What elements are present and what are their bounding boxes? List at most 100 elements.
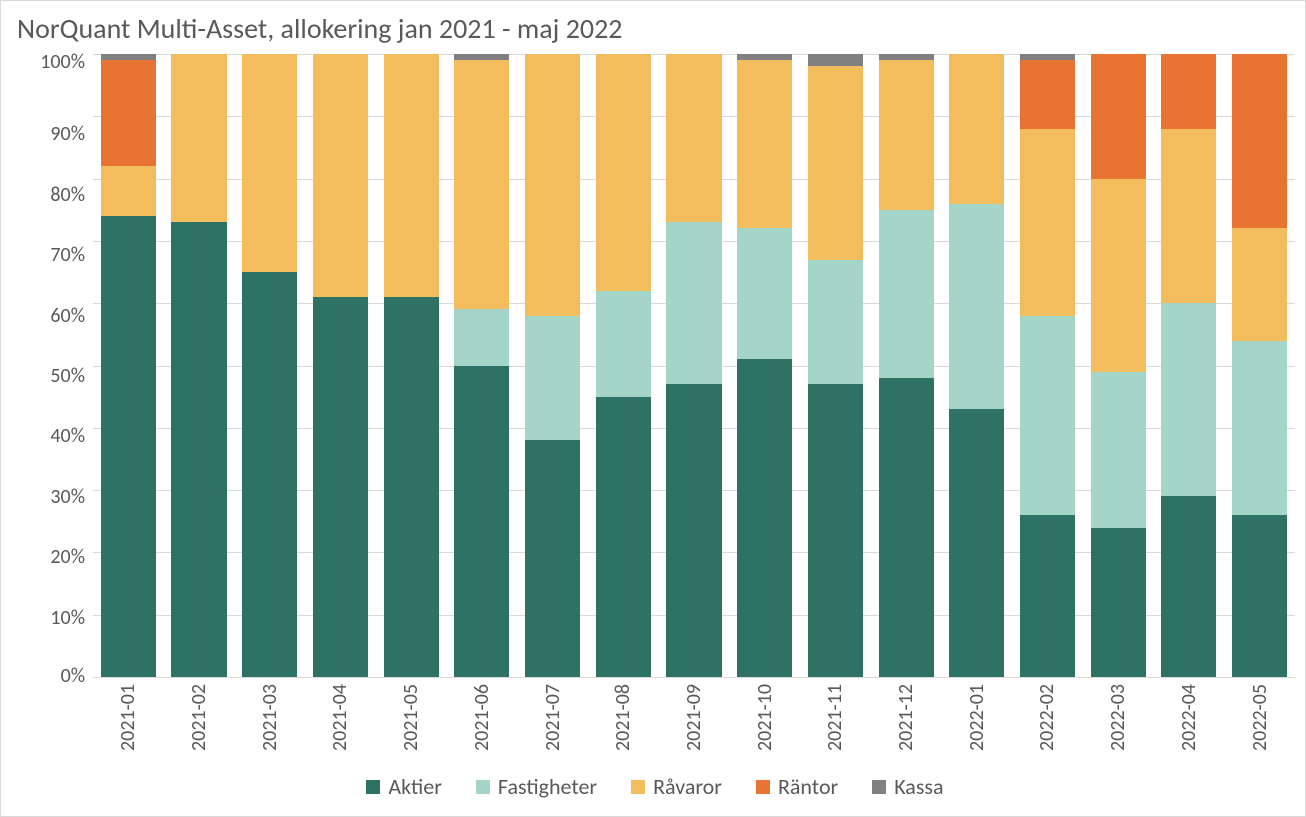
bar-segment-ravaror [666, 54, 721, 222]
bar-slot [234, 54, 305, 677]
chart-title: NorQuant Multi-Asset, allokering jan 202… [17, 11, 1295, 46]
bar-segment-aktier [737, 359, 792, 677]
legend-swatch [872, 780, 886, 794]
bar-segment-aktier [242, 272, 297, 677]
bar-segment-ravaror [949, 54, 1004, 204]
chart-container: NorQuant Multi-Asset, allokering jan 202… [0, 0, 1306, 817]
bar-segment-fastigheter [596, 291, 651, 397]
x-tick-label: 2022-05 [1224, 684, 1295, 751]
bar-slot [729, 54, 800, 677]
bar-segment-aktier [596, 397, 651, 677]
bar-segment-aktier [666, 384, 721, 677]
y-tick-label: 90% [50, 124, 85, 144]
bar-segment-fastigheter [1020, 316, 1075, 515]
bar-segment-aktier [384, 297, 439, 677]
bar-segment-fastigheter [808, 260, 863, 385]
bar-segment-ravaror [171, 54, 226, 222]
bar-segment-ravaror [808, 66, 863, 259]
bar-segment-aktier [454, 366, 509, 678]
bar-segment-aktier [1232, 515, 1287, 677]
legend-swatch [631, 780, 645, 794]
bar-segment-fastigheter [1232, 341, 1287, 515]
x-axis-row: 2021-012021-022021-032021-042021-052021-… [15, 678, 1295, 755]
stacked-bar [101, 54, 156, 677]
bar-slot [1083, 54, 1154, 677]
bar-segment-fastigheter [454, 309, 509, 365]
bar-segment-aktier [949, 409, 1004, 677]
bar-segment-ravaror [1232, 228, 1287, 340]
bar-segment-aktier [808, 384, 863, 677]
stacked-bar [808, 54, 863, 677]
stacked-bar [384, 54, 439, 677]
x-tick-label: 2021-08 [588, 684, 659, 751]
y-tick-label: 30% [50, 487, 85, 507]
bar-segment-ravaror [242, 54, 297, 272]
bar-segment-ravaror [525, 54, 580, 316]
bar-slot [659, 54, 730, 677]
bar-segment-aktier [313, 297, 368, 677]
bar-slot [1012, 54, 1083, 677]
stacked-bar [171, 54, 226, 677]
bar-segment-rantor [101, 60, 156, 166]
x-tick-label: 2022-03 [1083, 684, 1154, 751]
bar-segment-rantor [1161, 54, 1216, 129]
bar-segment-ravaror [101, 166, 156, 216]
stacked-bar [949, 54, 1004, 677]
bar-segment-aktier [1020, 515, 1075, 677]
stacked-bar [1091, 54, 1146, 677]
x-tick-label: 2021-09 [659, 684, 730, 751]
y-tick-label: 40% [50, 426, 85, 446]
x-tick-label: 2021-11 [800, 684, 871, 751]
x-tick-label: 2022-02 [1012, 684, 1083, 751]
stacked-bar [879, 54, 934, 677]
legend-label: Fastigheter [498, 773, 597, 800]
y-tick-label: 10% [50, 608, 85, 628]
bar-segment-rantor [1020, 60, 1075, 129]
plot-row: 100%90%80%70%60%50%40%30%20%10%0% [15, 54, 1295, 678]
bar-segment-ravaror [1161, 129, 1216, 303]
stacked-bar [1232, 54, 1287, 677]
stacked-bar [242, 54, 297, 677]
bar-segment-fastigheter [1091, 372, 1146, 528]
bar-segment-fastigheter [525, 316, 580, 441]
x-tick-label: 2021-07 [517, 684, 588, 751]
bar-slot [305, 54, 376, 677]
x-tick-label: 2021-10 [729, 684, 800, 751]
stacked-bar [454, 54, 509, 677]
legend-item-rantor: Räntor [756, 773, 838, 800]
bar-slot [164, 54, 235, 677]
stacked-bar [737, 54, 792, 677]
legend: AktierFastigheterRåvarorRäntorKassa [15, 755, 1295, 806]
x-tick-label: 2022-01 [941, 684, 1012, 751]
x-tick-label: 2021-12 [871, 684, 942, 751]
legend-label: Råvaror [653, 773, 722, 800]
bar-slot [93, 54, 164, 677]
stacked-bar [313, 54, 368, 677]
bar-segment-ravaror [313, 54, 368, 297]
x-tick-label: 2022-04 [1154, 684, 1225, 751]
bar-slot [588, 54, 659, 677]
plot-area [93, 54, 1295, 678]
x-tick-label: 2021-04 [305, 684, 376, 751]
bar-segment-fastigheter [1161, 303, 1216, 496]
x-tick-label: 2021-03 [234, 684, 305, 751]
bar-slot [941, 54, 1012, 677]
bar-segment-ravaror [596, 54, 651, 291]
bar-segment-aktier [1091, 528, 1146, 678]
stacked-bar [666, 54, 721, 677]
legend-label: Räntor [778, 773, 838, 800]
bar-segment-ravaror [879, 60, 934, 210]
legend-swatch [366, 780, 380, 794]
legend-swatch [756, 780, 770, 794]
y-tick-label: 70% [50, 245, 85, 265]
legend-item-kassa: Kassa [872, 773, 943, 800]
bar-segment-rantor [1091, 54, 1146, 179]
legend-item-ravaror: Råvaror [631, 773, 722, 800]
bar-segment-aktier [879, 378, 934, 677]
x-tick-label: 2021-02 [164, 684, 235, 751]
stacked-bar [596, 54, 651, 677]
bar-segment-aktier [1161, 496, 1216, 677]
bar-slot [447, 54, 518, 677]
legend-item-fastigheter: Fastigheter [476, 773, 597, 800]
x-tick-label: 2021-06 [447, 684, 518, 751]
